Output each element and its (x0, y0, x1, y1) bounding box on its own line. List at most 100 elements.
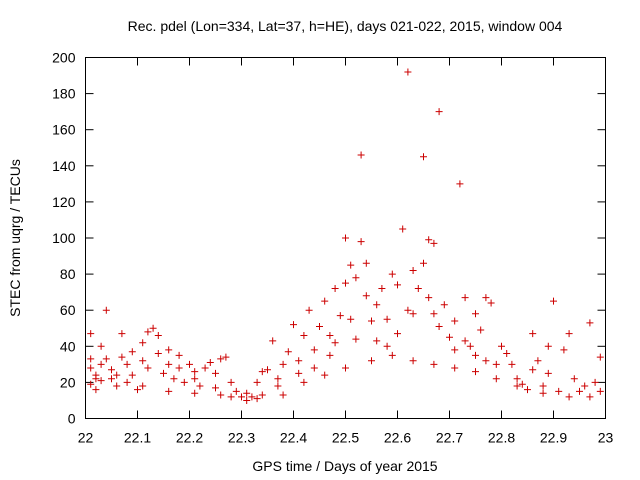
data-point (430, 360, 438, 368)
data-point (378, 285, 386, 293)
data-point (357, 151, 365, 159)
data-point (326, 351, 334, 359)
data-point (534, 357, 542, 365)
data-point (128, 348, 136, 356)
data-point (97, 360, 105, 368)
data-point (414, 285, 422, 293)
data-point (451, 346, 459, 354)
data-point (274, 382, 282, 390)
data-point (591, 378, 599, 386)
data-point (576, 387, 583, 395)
data-point (134, 386, 141, 394)
data-point (118, 353, 126, 361)
data-point (243, 396, 251, 404)
data-point (409, 266, 417, 274)
data-point (596, 387, 604, 395)
data-point (206, 359, 214, 367)
data-point (409, 310, 417, 318)
y-axis-title: STEC from uqrg / TECUs (7, 159, 23, 317)
data-point (342, 234, 349, 242)
data-point (435, 322, 443, 330)
data-point (544, 342, 552, 350)
data-point (279, 391, 287, 399)
data-point (258, 391, 266, 399)
data-point (321, 297, 329, 305)
data-point (175, 351, 183, 359)
data-point (524, 386, 531, 394)
data-point (326, 331, 334, 339)
y-tick-label: 0 (68, 411, 76, 427)
data-point (201, 364, 209, 372)
data-point (87, 355, 95, 363)
data-point (87, 330, 95, 338)
data-point (596, 353, 604, 361)
x-tick-label: 22.9 (540, 430, 567, 446)
y-tick-label: 100 (52, 230, 76, 246)
data-point (472, 310, 479, 318)
data-point (191, 389, 199, 397)
data-point (352, 274, 360, 282)
data-point (529, 330, 537, 338)
data-point (508, 360, 516, 368)
data-point (305, 306, 313, 314)
data-point (466, 342, 474, 350)
data-point (404, 306, 412, 314)
data-point (108, 366, 115, 374)
x-tick-label: 22.4 (280, 430, 307, 446)
data-point (279, 360, 287, 368)
data-point (373, 301, 381, 309)
data-point (274, 375, 282, 383)
data-point (352, 335, 360, 343)
data-point (342, 279, 349, 287)
data-point (477, 326, 485, 334)
data-point (295, 369, 303, 377)
data-point (430, 239, 438, 247)
data-point (388, 270, 396, 278)
data-point (394, 330, 401, 338)
data-point (144, 364, 152, 372)
data-point (97, 377, 105, 385)
data-point (217, 355, 225, 363)
data-point (191, 368, 199, 376)
data-point (570, 375, 578, 383)
x-tick-label: 22.1 (124, 430, 151, 446)
data-point (513, 375, 521, 383)
data-point (113, 382, 121, 390)
x-tick-label: 22.7 (436, 430, 463, 446)
data-point (165, 387, 173, 395)
data-point (123, 360, 131, 368)
data-point (165, 360, 173, 368)
data-point (409, 357, 417, 365)
data-point (253, 395, 261, 403)
data-point (222, 353, 230, 361)
data-point (347, 261, 355, 269)
x-tick-label: 22.8 (488, 430, 515, 446)
x-tick-label: 22.2 (176, 430, 203, 446)
data-point (102, 355, 110, 363)
data-point (472, 368, 479, 376)
data-point (139, 339, 147, 347)
chart-title: Rec. pdel (Lon=334, Lat=37, h=HE), days … (128, 18, 563, 34)
y-tick-label: 80 (60, 266, 76, 282)
data-point (565, 393, 573, 401)
data-point (154, 331, 162, 339)
data-point (253, 378, 261, 386)
data-point (336, 312, 344, 320)
x-tick-label: 22.3 (228, 430, 255, 446)
data-point (461, 337, 469, 345)
data-point (87, 364, 95, 372)
data-point (539, 389, 547, 397)
data-point (331, 285, 339, 293)
data-point (362, 292, 370, 300)
data-point (154, 350, 162, 358)
data-point (196, 382, 204, 390)
data-point (451, 364, 459, 372)
data-point (284, 348, 292, 356)
data-point (565, 330, 573, 338)
data-point (420, 259, 427, 267)
y-tick-label: 180 (52, 86, 76, 102)
y-tick-label: 20 (60, 374, 76, 390)
